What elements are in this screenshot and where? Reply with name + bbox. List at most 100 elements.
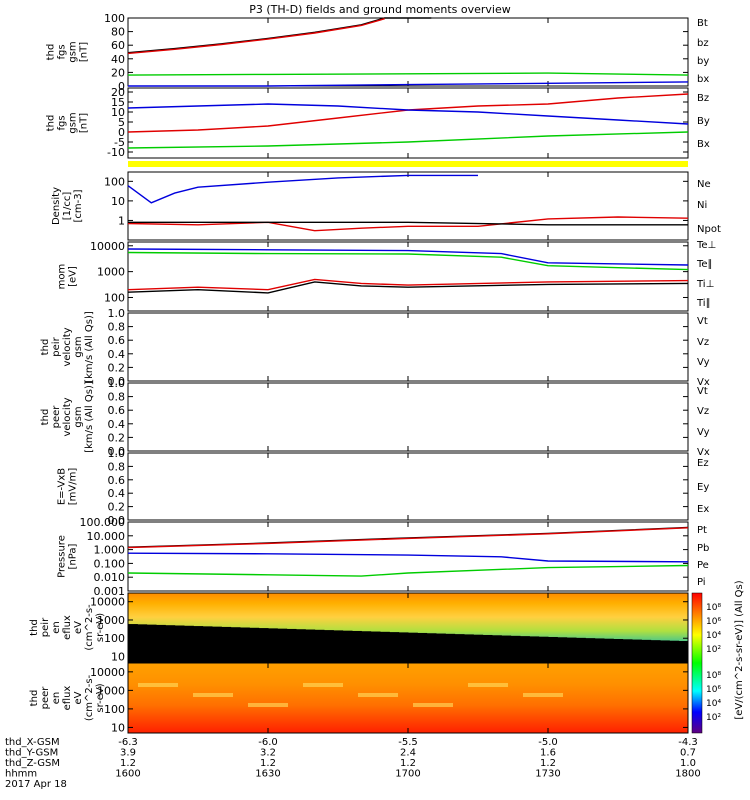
y-axis-label: thd [29, 619, 40, 636]
y-tick-label: 60 [111, 39, 125, 52]
y-tick-label: 100 [104, 175, 125, 188]
x-axis-value: 1630 [255, 769, 280, 780]
legend-by: by [697, 56, 709, 67]
y-axis-label: mom [57, 264, 68, 290]
quality-flag-bar [128, 161, 688, 167]
y-tick-label: 100 [104, 12, 125, 25]
y-tick-label: 1.0 [108, 447, 126, 460]
series-Pe [127, 564, 689, 577]
panel-frame [127, 382, 689, 452]
y-axis-label: thd [40, 409, 51, 426]
y-axis-label: [cm-3] [73, 189, 84, 222]
series-Bz [127, 93, 689, 133]
spectrogram-band [523, 693, 563, 697]
legend-Vz: Vz [697, 406, 709, 417]
x-axis-value: 0.7 [680, 748, 696, 759]
y-tick-label: 40 [111, 53, 125, 66]
spectrogram-band [303, 683, 343, 687]
y-tick-label: 0.0 [108, 375, 126, 388]
y-axis-label: Pressure [57, 535, 68, 578]
legend-Pt: Pt [697, 525, 707, 536]
y-axis-label: [km/s (All Qs)] [84, 381, 95, 453]
legend-Pb: Pb [697, 543, 709, 554]
y-axis-label: Density [51, 187, 62, 225]
x-axis-value: -4.3 [678, 737, 698, 748]
y-tick-label: 10000 [90, 240, 125, 253]
y-tick-label: 0.001 [94, 585, 126, 598]
panel-frame [127, 17, 689, 87]
spectrogram-low-flux [370, 631, 381, 662]
y-axis-label: gsm [73, 406, 84, 427]
legend-Vt: Vt [697, 316, 708, 327]
spectrogram-low-flux [212, 626, 222, 662]
y-tick-label: 100.000 [80, 516, 126, 529]
y-tick-label: 20 [111, 86, 125, 99]
x-axis-row-label: thd_X-GSM [5, 737, 60, 748]
legend-Npot: Npot [697, 224, 721, 235]
spectrogram-low-flux [538, 636, 549, 662]
spectrogram-low-flux [482, 634, 493, 662]
panel-frame [127, 171, 689, 241]
legend-Bz: Bz [697, 93, 709, 104]
y-axis-label: thd [46, 44, 57, 61]
series-Bt [127, 17, 432, 54]
spectrogram-low-flux [286, 628, 297, 662]
y-axis-label: E=-VxB [57, 468, 68, 505]
y-tick-label: 0.010 [94, 571, 126, 584]
series-Te⊥ [127, 278, 689, 291]
panel-frame [127, 312, 689, 382]
x-axis-value: 1.6 [540, 748, 556, 759]
y-axis-label: eflux [62, 615, 73, 640]
y-tick-label: 10 [111, 106, 125, 119]
x-axis-row-label: thd_Y-GSM [5, 748, 58, 759]
series-By [127, 131, 689, 149]
y-axis-label: [nPa] [68, 543, 79, 569]
spectrogram-band [248, 703, 288, 707]
spectrogram [128, 663, 688, 733]
spectrogram-low-flux [174, 625, 185, 662]
colorbar-tick: 10⁴ [706, 699, 721, 709]
spectrogram-low-flux [361, 631, 372, 662]
y-axis-label: gsm [68, 41, 79, 62]
legend-Vy: Vy [697, 427, 710, 438]
legend-Vx: Vx [697, 377, 710, 388]
legend-Ez: Ez [697, 458, 709, 469]
y-axis-label: peir [40, 617, 51, 637]
spectrogram-low-flux [641, 639, 652, 662]
legend-Vy: Vy [697, 357, 710, 368]
panel-3: 100 10 1 Density [1/cc] [cm-3] Ne Ni Npot [51, 171, 721, 241]
series-Ti⊥ [127, 248, 689, 266]
spectrogram-low-flux [202, 626, 213, 662]
spectrogram-low-flux [221, 626, 232, 662]
y-axis-label: thd [29, 690, 40, 707]
panel-10: 10000 1000 100 10 thd peer en eflux eV (cm^2-s-sr… [29, 662, 689, 734]
spectrogram-low-flux [342, 630, 353, 662]
spectrogram-low-flux [445, 633, 456, 662]
x-axis-value: 3.9 [120, 748, 136, 759]
y-axis-label: (cm^2-s- [84, 604, 95, 651]
spectrogram-low-flux [492, 635, 502, 662]
y-tick-label: 0.4 [108, 418, 126, 431]
spectrogram-low-flux [613, 639, 624, 662]
spectrogram-low-flux [258, 628, 269, 662]
y-axis-label: gsm [73, 336, 84, 357]
spectrogram-low-flux [548, 636, 558, 662]
spectrogram-low-flux [398, 632, 409, 662]
series-Ne [127, 216, 689, 232]
y-tick-label: 1.0 [108, 377, 126, 390]
y-tick-label: 0.2 [108, 501, 126, 514]
spectrogram-low-flux [165, 625, 176, 662]
spectrogram-band [413, 703, 453, 707]
panel-frame [127, 452, 689, 521]
date-label: 2017 Apr 18 [5, 779, 67, 790]
x-axis-value: -6.0 [258, 737, 278, 748]
colorbar-tick: 10⁶ [706, 685, 721, 695]
spectrogram-low-flux [566, 637, 577, 662]
x-axis-value: -5.0 [538, 737, 558, 748]
spectrogram-low-flux [454, 634, 465, 662]
spectrogram-low-flux [408, 632, 418, 662]
